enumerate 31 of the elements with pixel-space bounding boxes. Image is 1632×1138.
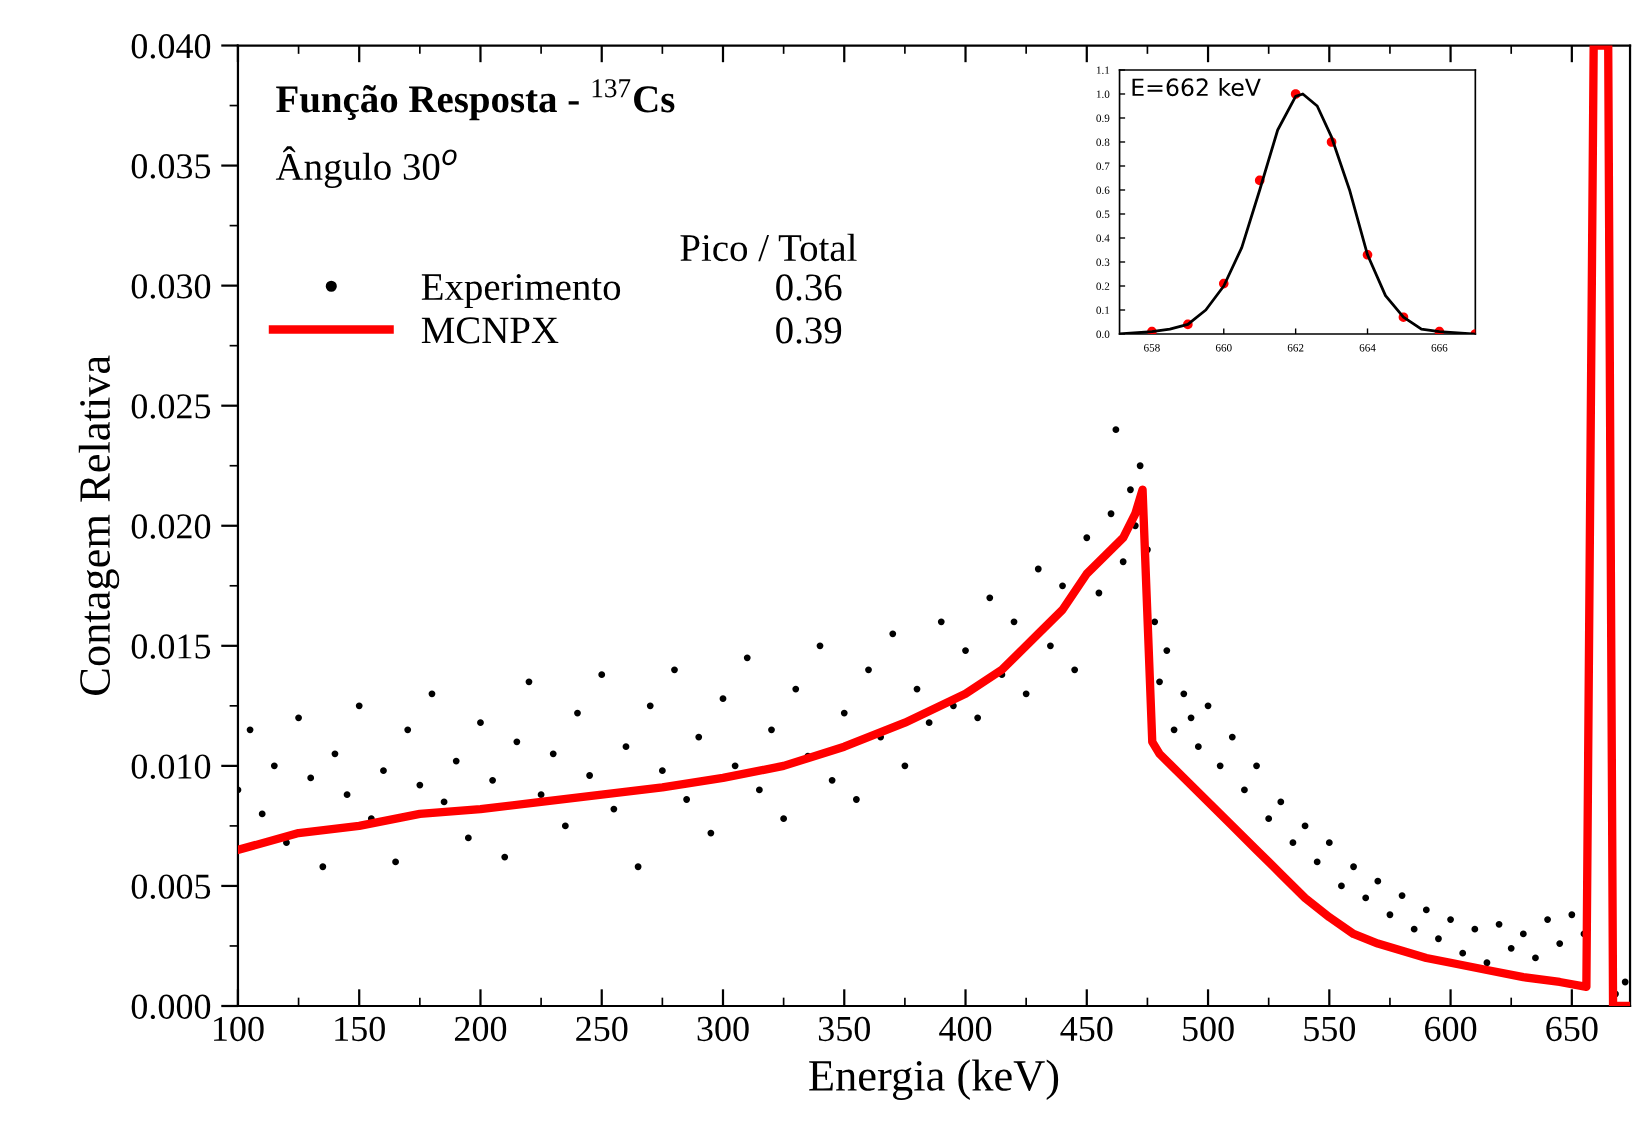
text: Função Resposta - $^{137}$Cs [276,79,675,121]
y-tick-label: 0.015 [131,634,211,659]
y-tick-label: 0.020 [131,514,211,539]
legend-title: Pico / Total [680,233,857,262]
x-tick-label: 400 [939,1016,992,1042]
annotation: 0.36 [776,274,842,301]
x-tick-label: 450 [1060,1016,1113,1042]
y-tick-label: 0.000 [131,994,211,1020]
x-tick-label: 600 [1425,1016,1477,1042]
y-tick-label: 0.040 [131,34,211,59]
annotation: 0.39 [776,317,842,344]
x-tick-label: 650 [1546,1016,1598,1042]
x-tick-label: 250 [576,1016,628,1042]
x-tick-label: 550 [1304,1016,1356,1042]
x-tick-label: 150 [335,1016,385,1042]
x-axis-title: Energia (keV) [809,1059,1059,1100]
x-tick-label: 200 [454,1016,507,1042]
y-tick-label: 0.005 [131,874,211,899]
y-axis-title: Contagem Relativa [78,355,120,695]
text: Ângulo 30$^{o}$ [275,146,457,189]
legend-label: Experimento [421,274,621,309]
y-tick-label: 0.030 [131,274,211,299]
x-tick-label: 500 [1183,1016,1234,1042]
y-tick-label: 0.035 [131,154,211,179]
x-tick-label: 300 [697,1016,749,1042]
chart-title: E=662 keV [1132,77,1261,97]
y-tick-label: 0.010 [131,754,211,779]
legend-label: MCNPX [421,317,559,344]
x-tick-label: 100 [214,1016,264,1042]
x-tick-label: 350 [818,1016,870,1042]
y-tick-label: 0.025 [131,394,211,419]
